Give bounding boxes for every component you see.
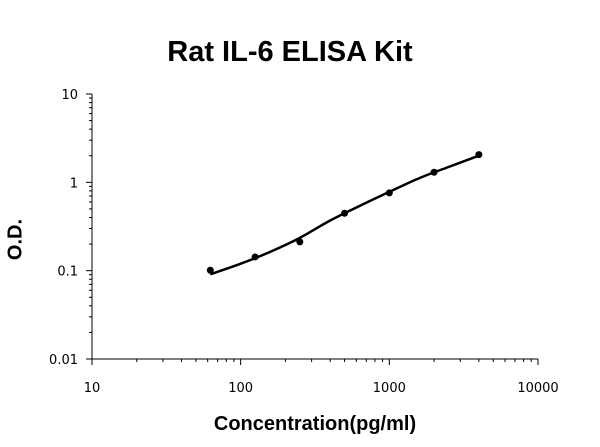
y-tick-label: 0.01 xyxy=(49,353,78,368)
data-point xyxy=(475,151,483,159)
y-tick-label: 0.1 xyxy=(57,265,78,280)
data-point xyxy=(206,266,214,274)
data-point xyxy=(251,253,259,261)
y-tick-label: 10 xyxy=(61,88,78,103)
data-point xyxy=(385,189,393,197)
x-axis-label: Concentration(pg/ml) xyxy=(213,413,417,435)
data-point xyxy=(341,209,349,217)
data-point xyxy=(430,168,438,176)
x-tick-label: 1000 xyxy=(373,381,406,396)
data-point xyxy=(296,238,304,246)
chart-title: Rat IL-6 ELISA Kit xyxy=(167,36,413,68)
x-tick-label: 10000 xyxy=(517,381,558,396)
x-tick-label: 10 xyxy=(84,381,101,396)
x-tick-label: 100 xyxy=(228,381,253,396)
y-tick-label: 1 xyxy=(70,176,78,191)
